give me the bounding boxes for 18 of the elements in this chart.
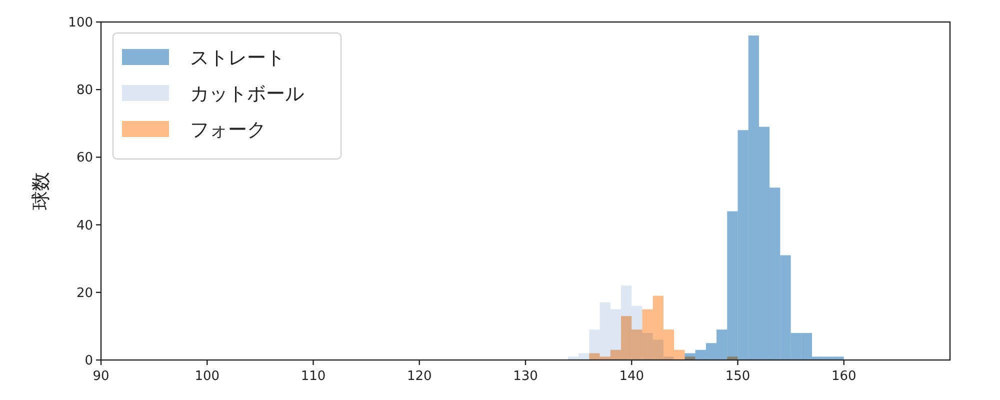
y-tick-label: 0 xyxy=(84,354,93,368)
x-tick-label: 120 xyxy=(406,369,432,384)
x-tick-label: 130 xyxy=(513,369,538,384)
x-tick-label: 90 xyxy=(92,369,110,384)
legend-label: カットボール xyxy=(190,83,304,105)
x-tick-label: 150 xyxy=(725,369,750,384)
y-axis-title: 球数 xyxy=(30,172,52,210)
y-tick-label: 60 xyxy=(76,150,93,166)
legend-label: ストレート xyxy=(190,47,285,69)
x-tick-label: 100 xyxy=(194,369,220,384)
x-tick-label: 140 xyxy=(619,369,644,384)
legend-label: フォーク xyxy=(190,119,266,141)
x-tick-label: 160 xyxy=(831,369,856,384)
y-tick-label: 20 xyxy=(76,286,93,301)
x-tick-label: 110 xyxy=(300,369,326,384)
y-tick-label: 80 xyxy=(76,83,93,98)
y-tick-label: 100 xyxy=(68,16,93,30)
y-tick-label: 40 xyxy=(76,218,93,234)
